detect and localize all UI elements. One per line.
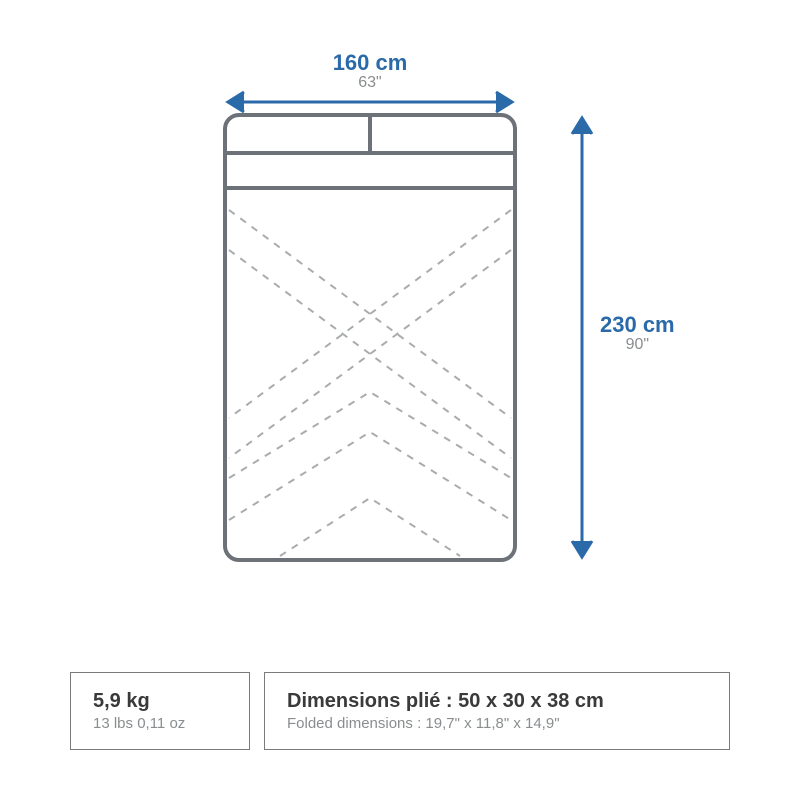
- folded-imperial: Folded dimensions : 19,7" x 11,8" x 14,9…: [287, 715, 707, 732]
- width-dimension-arrow: [228, 92, 512, 112]
- weight-cell: 5,9 kg 13 lbs 0,11 oz: [70, 672, 250, 750]
- info-row: 5,9 kg 13 lbs 0,11 oz Dimensions plié : …: [70, 672, 730, 750]
- weight-imperial: 13 lbs 0,11 oz: [93, 715, 227, 732]
- width-imperial: 63": [225, 74, 515, 92]
- width-metric: 160 cm: [225, 50, 515, 76]
- height-metric: 230 cm: [600, 312, 675, 338]
- weight-metric: 5,9 kg: [93, 690, 227, 713]
- bed-outline: [225, 115, 515, 560]
- height-imperial: 90": [600, 336, 675, 354]
- height-dimension-arrow: [572, 118, 592, 557]
- folded-metric: Dimensions plié : 50 x 30 x 38 cm: [287, 690, 707, 713]
- folded-dimensions-cell: Dimensions plié : 50 x 30 x 38 cm Folded…: [264, 672, 730, 750]
- stitching-pattern: [229, 210, 511, 556]
